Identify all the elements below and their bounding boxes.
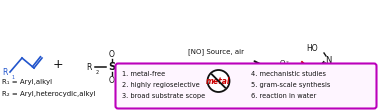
Circle shape: [208, 70, 229, 92]
Text: 4. mechanistic studies: 4. mechanistic studies: [251, 71, 326, 77]
Text: R: R: [3, 68, 8, 76]
Text: NHNH: NHNH: [126, 62, 149, 72]
Text: 6. reaction in water: 6. reaction in water: [251, 93, 316, 99]
Text: 5. gram-scale synthesis: 5. gram-scale synthesis: [251, 82, 330, 88]
Text: metal: metal: [206, 76, 231, 85]
Text: 1: 1: [338, 78, 341, 83]
FancyBboxPatch shape: [116, 63, 376, 108]
Text: 30 examples: 30 examples: [285, 83, 335, 93]
Text: 2: 2: [96, 70, 99, 75]
Text: 3. broad substrate scope: 3. broad substrate scope: [122, 93, 205, 99]
Text: R: R: [333, 71, 338, 80]
Text: O: O: [109, 50, 115, 59]
Text: S: S: [108, 62, 116, 72]
Text: 2: 2: [146, 70, 149, 74]
Text: S: S: [282, 69, 288, 78]
Text: 2: 2: [286, 61, 289, 65]
Text: 2. highly regioselective: 2. highly regioselective: [122, 82, 200, 88]
Text: 1. metal-free: 1. metal-free: [122, 71, 165, 77]
Text: 2: 2: [274, 76, 277, 81]
Text: O: O: [109, 75, 115, 84]
Text: HO: HO: [307, 43, 318, 52]
Text: 1: 1: [11, 75, 14, 80]
Text: R₁ = Aryl,alkyl: R₁ = Aryl,alkyl: [2, 79, 52, 85]
Text: R: R: [265, 69, 270, 78]
Text: +: +: [53, 58, 63, 71]
Text: N: N: [325, 56, 331, 64]
Text: R: R: [87, 62, 92, 72]
Text: [NO] Source, air: [NO] Source, air: [189, 48, 245, 55]
Text: R₂ = Aryl,heterocydic,alkyl: R₂ = Aryl,heterocydic,alkyl: [2, 91, 96, 97]
Text: C: C: [313, 69, 319, 78]
Text: O: O: [279, 60, 285, 66]
